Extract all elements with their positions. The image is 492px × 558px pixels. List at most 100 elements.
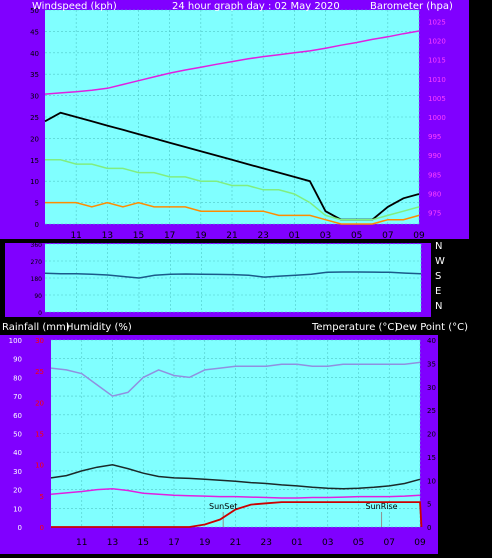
y-tick-label-temp: 20 bbox=[427, 431, 436, 439]
y-tick-label-rain: 0 bbox=[40, 524, 44, 532]
y-tick-label-right: 1000 bbox=[428, 114, 446, 122]
x-tick-label: 13 bbox=[107, 538, 118, 548]
compass-label: N bbox=[435, 241, 442, 252]
wind-axis-title: Windspeed (kph) bbox=[32, 1, 117, 12]
y-tick-label: 270 bbox=[31, 259, 43, 266]
x-tick-label: 07 bbox=[384, 538, 395, 548]
y-tick-label: 10 bbox=[30, 178, 39, 186]
x-tick-label: 01 bbox=[289, 231, 300, 241]
y-tick-label-rain: 15 bbox=[35, 431, 44, 439]
series-line-1 bbox=[45, 159, 420, 221]
y-tick-label: 40 bbox=[30, 50, 39, 58]
dewpoint-axis-title: Dew Point (°C) bbox=[395, 322, 468, 333]
y-tick-label-temp: 10 bbox=[427, 477, 436, 485]
y-tick-label-humidity: 100 bbox=[9, 337, 22, 345]
y-tick-label-rain: 30 bbox=[35, 337, 44, 345]
y-tick-label-humidity: 40 bbox=[13, 449, 22, 457]
y-tick-label-rain: 10 bbox=[35, 462, 44, 470]
series-line-3 bbox=[44, 30, 420, 95]
y-tick-label-humidity: 90 bbox=[13, 356, 22, 364]
y-tick-label: 20 bbox=[30, 135, 39, 143]
compass-label: E bbox=[435, 286, 441, 297]
y-tick-label-right: 985 bbox=[428, 171, 441, 179]
y-tick-label: 30 bbox=[30, 93, 39, 101]
climate-series bbox=[50, 361, 423, 528]
barometer-axis-title: Barometer (hpa) bbox=[370, 1, 453, 12]
x-tick-label: 05 bbox=[353, 538, 364, 548]
x-tick-label: 11 bbox=[70, 231, 81, 241]
y-tick-label-humidity: 10 bbox=[13, 505, 22, 513]
y-tick-label: 45 bbox=[30, 28, 39, 36]
y-tick-label: 25 bbox=[30, 114, 39, 122]
y-tick-label-humidity: 60 bbox=[13, 412, 22, 420]
y-tick-label-right: 1005 bbox=[428, 95, 446, 103]
humidity-line bbox=[50, 361, 421, 397]
direction-series bbox=[44, 271, 422, 279]
compass-label: N bbox=[435, 301, 442, 312]
x-tick-label: 09 bbox=[413, 231, 425, 241]
y-tick-label-right: 980 bbox=[428, 190, 441, 198]
compass-label: S bbox=[435, 271, 441, 282]
y-tick-label-humidity: 0 bbox=[18, 524, 22, 532]
y-tick-label-temp: 15 bbox=[427, 454, 436, 462]
y-tick-label: 90 bbox=[34, 293, 42, 300]
x-tick-label: 21 bbox=[230, 538, 241, 548]
climate-axis-labels: 0102030405060708090100051015202530051015… bbox=[9, 337, 436, 548]
direction-grid bbox=[45, 243, 422, 313]
x-tick-label: 03 bbox=[320, 231, 331, 241]
x-tick-label: 19 bbox=[199, 538, 211, 548]
x-tick-label: 23 bbox=[261, 538, 272, 548]
y-tick-label-rain: 20 bbox=[35, 399, 44, 407]
annotation-label: SunRise bbox=[366, 502, 398, 511]
x-tick-label: 13 bbox=[102, 231, 113, 241]
x-tick-label: 15 bbox=[133, 231, 144, 241]
y-tick-label: 360 bbox=[31, 242, 43, 249]
rainfall-line bbox=[51, 501, 423, 528]
y-tick-label: 5 bbox=[35, 200, 39, 208]
y-tick-label-rain: 25 bbox=[35, 368, 44, 376]
y-tick-label-temp: 35 bbox=[427, 360, 436, 368]
wind-plot-area bbox=[45, 10, 419, 224]
x-tick-label: 21 bbox=[226, 231, 237, 241]
rainfall-axis-title: Rainfall (mm) bbox=[2, 322, 70, 333]
x-tick-label: 17 bbox=[168, 538, 179, 548]
dew-point-line bbox=[50, 487, 421, 499]
y-tick-label-rain: 5 bbox=[40, 493, 44, 501]
y-tick-label-humidity: 70 bbox=[13, 393, 22, 401]
x-tick-label: 09 bbox=[414, 538, 426, 548]
x-tick-label: 19 bbox=[195, 231, 207, 241]
x-tick-label: 11 bbox=[76, 538, 87, 548]
y-tick-label-temp: 5 bbox=[427, 501, 431, 509]
wind-axis-labels: 0510152025303540455097598098599099510001… bbox=[30, 7, 446, 241]
compass-label: W bbox=[435, 256, 445, 267]
climate-grid bbox=[51, 339, 421, 528]
y-tick-label-right: 1020 bbox=[428, 38, 446, 46]
y-tick-label: 15 bbox=[30, 157, 39, 165]
y-tick-label-right: 990 bbox=[428, 152, 441, 160]
y-tick-label-temp: 25 bbox=[427, 407, 436, 415]
y-tick-label-right: 1025 bbox=[428, 18, 446, 26]
y-tick-label: 0 bbox=[38, 310, 42, 317]
temperature-line bbox=[50, 464, 421, 490]
y-tick-label-right: 975 bbox=[428, 210, 441, 218]
y-tick-label-right: 995 bbox=[428, 133, 441, 141]
annotation-label: SunSet bbox=[209, 502, 237, 511]
y-tick-label: 180 bbox=[31, 276, 43, 283]
x-tick-label: 07 bbox=[382, 231, 393, 241]
y-tick-label-temp: 40 bbox=[427, 337, 436, 345]
chart-title: 24 hour graph day : 02 May 2020 bbox=[172, 1, 340, 12]
x-tick-label: 23 bbox=[257, 231, 268, 241]
x-tick-label: 15 bbox=[138, 538, 149, 548]
y-tick-label: 0 bbox=[35, 221, 39, 229]
y-tick-label-humidity: 80 bbox=[13, 374, 22, 382]
x-tick-label: 05 bbox=[351, 231, 362, 241]
direction-line-0 bbox=[44, 271, 422, 279]
x-tick-label: 01 bbox=[291, 538, 302, 548]
y-tick-label-right: 1010 bbox=[428, 76, 446, 84]
humidity-axis-title: Humidity (%) bbox=[66, 322, 132, 333]
series-line-2 bbox=[45, 201, 420, 225]
temperature-axis-title: Temperature (°C) bbox=[311, 322, 398, 333]
y-tick-label-humidity: 20 bbox=[13, 487, 22, 495]
y-tick-label-humidity: 50 bbox=[13, 431, 22, 439]
